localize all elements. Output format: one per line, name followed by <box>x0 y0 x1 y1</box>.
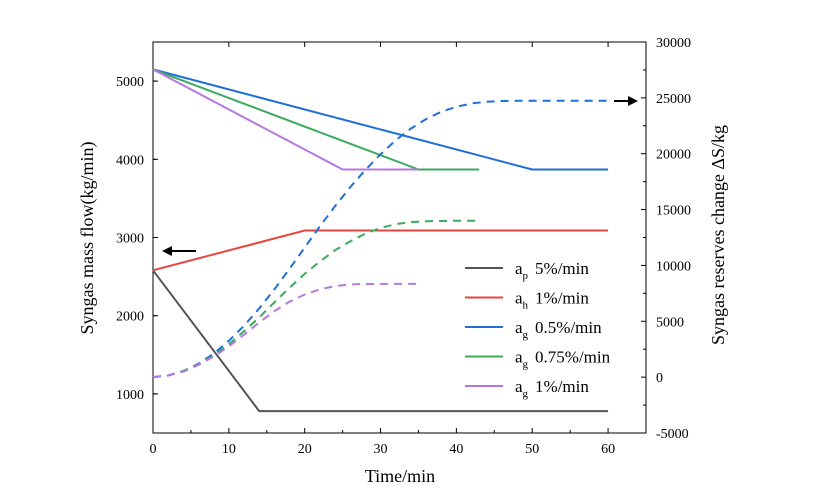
x-tick-label: 20 <box>298 442 312 457</box>
series-line-1-solid <box>152 269 609 413</box>
series-line-2-solid <box>152 229 609 272</box>
y-right-tick-label: 15000 <box>656 204 691 219</box>
legend: ap 5%/min ah 1%/min ag 0.5%/min ag 0.75%/min ag 1… <box>465 259 611 400</box>
x-tick-label: 10 <box>222 442 236 457</box>
y-left-tick-label: 4000 <box>116 153 144 168</box>
series-line-8-dashed <box>152 282 419 379</box>
y-axis-left-title: Syngas mass flow(kg/min) <box>77 142 98 335</box>
series-line-5-solid <box>152 68 419 171</box>
x-axis: 0 10 20 30 40 50 60 <box>150 42 615 457</box>
series-line-7-dashed <box>152 219 480 379</box>
y-right-tick-label: 30000 <box>656 36 691 51</box>
x-tick-label: 60 <box>601 442 615 457</box>
x-tick-label: 0 <box>150 442 157 457</box>
series-layer <box>152 68 609 413</box>
legend-label: ah 1%/min <box>515 289 589 312</box>
y-axis-right-title: Syngas reserves change ΔS/kg <box>708 125 728 345</box>
y-right-tick-label: 0 <box>656 371 663 386</box>
series-line-3-solid <box>152 68 609 171</box>
y-axis-left: 1000 2000 3000 4000 5000 <box>116 75 158 403</box>
x-axis-title: Time/min <box>365 466 435 486</box>
y-left-tick-label: 2000 <box>116 310 144 325</box>
x-tick-label: 30 <box>374 442 388 457</box>
y-right-tick-label: 5000 <box>656 315 684 330</box>
legend-label: ap 5%/min <box>515 259 589 282</box>
y-left-tick-label: 3000 <box>116 232 144 247</box>
right-axis-arrow-icon <box>628 96 638 106</box>
y-right-tick-label: 20000 <box>656 148 691 163</box>
legend-label: ag 0.75%/min <box>515 348 611 371</box>
y-left-tick-label: 1000 <box>116 388 144 403</box>
y-right-tick-label: -5000 <box>656 427 689 442</box>
axis-arrows <box>162 96 638 256</box>
y-left-tick-label: 5000 <box>116 75 144 90</box>
y-right-tick-label: 25000 <box>656 92 691 107</box>
series-line-6-dashed <box>152 99 609 379</box>
left-axis-arrow-icon <box>162 246 172 256</box>
y-right-tick-label: 10000 <box>656 259 691 274</box>
legend-label: ag 0.5%/min <box>515 318 602 341</box>
x-tick-label: 40 <box>449 442 463 457</box>
y-axis-right: -5000 0 5000 10000 15000 20000 25000 30000 <box>641 36 691 442</box>
x-tick-label: 50 <box>525 442 539 457</box>
legend-label: ag 1%/min <box>515 377 589 400</box>
